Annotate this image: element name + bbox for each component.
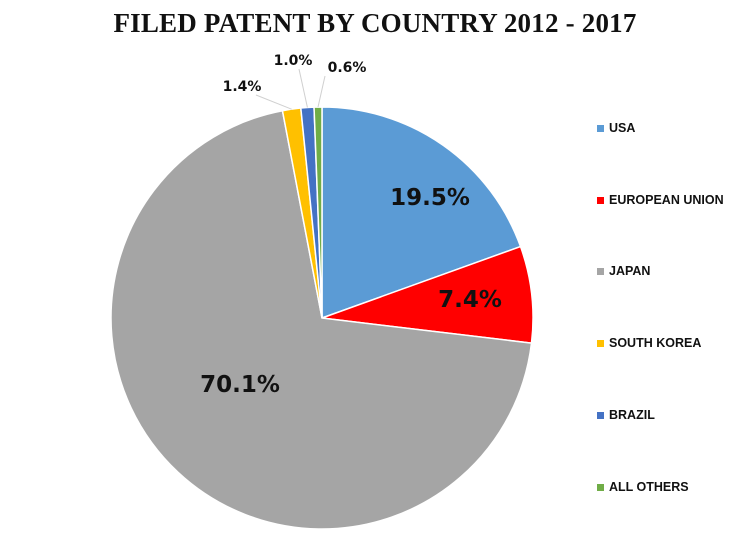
legend-label: EUROPEAN UNION bbox=[609, 193, 724, 207]
legend-label: USA bbox=[609, 121, 636, 135]
leader-line bbox=[317, 75, 326, 108]
legend-label: SOUTH KOREA bbox=[609, 336, 702, 350]
legend-item-european-union: EUROPEAN UNION bbox=[597, 193, 724, 207]
slice-label: 7.4% bbox=[438, 287, 502, 313]
legend-label: JAPAN bbox=[609, 264, 651, 278]
legend-swatch-all-others bbox=[597, 483, 604, 491]
pie-slice-european-union bbox=[321, 245, 534, 344]
legend-label: BRAZIL bbox=[609, 408, 655, 422]
legend-swatch-european-union bbox=[597, 196, 604, 204]
legend-swatch-south-korea bbox=[597, 339, 604, 347]
legend-swatch-usa bbox=[597, 124, 604, 132]
leader-lines bbox=[255, 68, 326, 110]
pie-slice-japan bbox=[110, 109, 533, 530]
leader-line bbox=[298, 68, 308, 108]
legend-label: ALL OTHERS bbox=[609, 480, 689, 494]
legend-item-south-korea: SOUTH KOREA bbox=[597, 336, 701, 350]
legend-swatch-japan bbox=[597, 267, 604, 275]
legend-item-usa: USA bbox=[597, 121, 635, 135]
legend-item-all-others: ALL OTHERS bbox=[597, 480, 689, 494]
pie-slices bbox=[110, 106, 534, 530]
slice-label: 1.4% bbox=[223, 79, 262, 95]
slice-labels: 19.5% 7.4% 70.1% 1.4% 1.0% 0.6% bbox=[200, 53, 502, 398]
slice-label: 70.1% bbox=[200, 372, 280, 398]
slice-label: 1.0% bbox=[274, 53, 313, 69]
leader-line bbox=[255, 94, 292, 110]
legend-item-brazil: BRAZIL bbox=[597, 408, 655, 422]
slice-label: 19.5% bbox=[390, 185, 470, 211]
chart-title: FILED PATENT BY COUNTRY 2012 - 2017 bbox=[113, 8, 637, 38]
pie-slice-usa bbox=[321, 106, 522, 320]
slice-label: 0.6% bbox=[328, 60, 367, 76]
pie-slice-all-others bbox=[313, 106, 323, 319]
legend-item-japan: JAPAN bbox=[597, 264, 650, 278]
legend-swatch-brazil bbox=[597, 411, 604, 419]
